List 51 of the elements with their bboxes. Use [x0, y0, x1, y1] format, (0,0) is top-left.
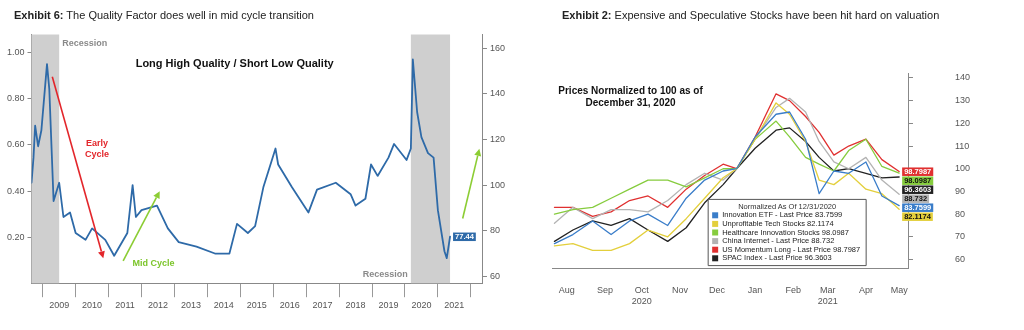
x-tick-label: Oct 2020: [631, 285, 652, 307]
x-tick-label: 2010: [82, 300, 103, 311]
y2-tick-label: 100: [954, 163, 971, 174]
x-tick-label: 2020: [411, 300, 432, 311]
x-tick-label: 2018: [345, 300, 366, 311]
x-tick-label: 2012: [147, 300, 168, 311]
x-tick-label: 2019: [378, 300, 399, 311]
y-tick-label: 0.40: [6, 185, 25, 196]
y2-tick-label: 120: [489, 133, 506, 144]
annotation: Mid Cycle: [132, 257, 175, 268]
x-tick-label: May: [890, 285, 909, 296]
chart-title: Exhibit 2: Expensive and Speculative Stocks have been hit hard on valuation: [562, 9, 940, 21]
y-tick-label: 0.80: [6, 93, 25, 104]
x-tick-label: Feb: [785, 285, 802, 296]
y2-tick-label: 60: [489, 270, 500, 281]
y2-tick-label: 60: [954, 254, 965, 265]
y2-tick-label: 80: [489, 225, 500, 236]
y2-tick-label: 110: [954, 140, 970, 151]
y-tick-label: 0.60: [6, 139, 25, 150]
x-tick-label: 2015: [246, 300, 267, 311]
y2-tick-label: 80: [954, 208, 965, 219]
x-tick-label: Dec: [708, 285, 726, 296]
x-tick-label: Nov: [672, 285, 689, 296]
x-tick-label: 2011: [115, 300, 135, 311]
x-tick-label: Jan: [747, 285, 763, 296]
annotation: Prices Normalized to 100 as of December 31, 2020: [558, 84, 704, 108]
x-tick-label: 2021: [444, 300, 465, 311]
x-tick-label: Mar 2021: [817, 285, 838, 307]
x-tick-label: 2017: [312, 300, 333, 311]
x-tick-label: Sep: [596, 285, 613, 296]
annotation: Early Cycle: [84, 137, 109, 159]
y2-tick-label: 120: [954, 117, 971, 128]
annotation: Long High Quality / Short Low Quality: [135, 57, 335, 70]
x-tick-label: 2013: [180, 300, 201, 311]
chart-title: Exhibit 6: The Quality Factor does well in mid cycle transition: [14, 9, 314, 21]
x-tick-label: Apr: [858, 285, 873, 296]
y-tick-label: 1.00: [6, 47, 25, 58]
y2-tick-label: 130: [954, 95, 971, 106]
x-tick-label: 2014: [213, 300, 234, 311]
y2-tick-label: 90: [954, 185, 965, 196]
x-tick-label: 2009: [49, 300, 70, 311]
band-label: Recession: [62, 37, 108, 48]
band-label: Recession: [362, 268, 408, 279]
x-tick-label: 2016: [279, 300, 300, 311]
y2-tick-label: 100: [489, 179, 506, 190]
y2-tick-label: 70: [954, 231, 965, 242]
y-tick-label: 0.20: [6, 231, 25, 242]
x-tick-label: Aug: [558, 285, 575, 296]
y2-tick-label: 140: [489, 88, 506, 99]
y2-tick-label: 140: [954, 72, 971, 83]
y2-tick-label: 160: [489, 42, 506, 53]
